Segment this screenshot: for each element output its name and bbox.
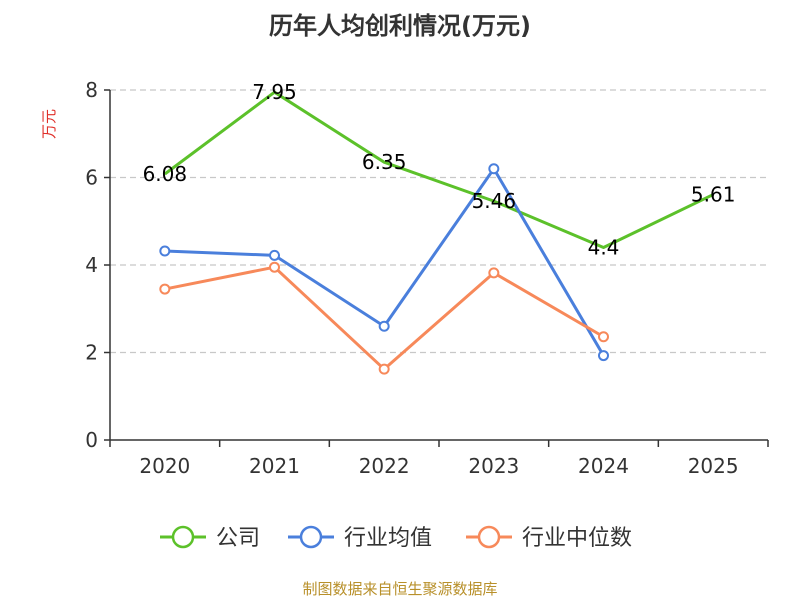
legend[interactable]: 公司 行业均值 行业中位数 [160,525,632,551]
data-point[interactable] [378,363,390,375]
grid-lines [110,89,768,354]
series-line-0 [163,90,714,249]
legend-label: 公司 [216,526,260,551]
legend-marker [477,525,501,549]
y-tick-label: 0 [85,428,98,452]
axes: 0 2 4 6 8 2020 2021 2022 2023 2024 2025 [85,78,769,478]
x-tick-label: 2025 [688,454,739,478]
data-point[interactable] [598,331,609,343]
legend-item-0[interactable]: 公司 [160,525,260,551]
y-tick-label: 4 [85,253,98,277]
y-tick-label: 6 [85,166,98,190]
data-point[interactable] [159,283,171,295]
legend-label: 行业中位数 [522,526,632,551]
x-tick-label: 2021 [249,454,300,478]
data-labels: 6.08 7.95 6.35 5.46 4.4 5.61 [143,80,736,259]
x-tick-label: 2022 [359,454,410,478]
y-axis-label: 万元 [40,109,58,139]
x-tick-label: 2020 [139,454,190,478]
data-point[interactable] [598,350,609,362]
source-note: 制图数据来自恒生聚源数据库 [302,580,497,598]
legend-marker [299,525,323,549]
chart-title: 历年人均创利情况(万元) [269,12,531,40]
x-tick-label: 2023 [468,454,519,478]
series-layer [159,90,714,375]
data-label: 5.46 [472,189,517,213]
data-label: 4.4 [588,236,620,260]
data-label: 7.95 [252,80,297,104]
data-label: 5.61 [691,183,736,207]
data-point[interactable] [269,249,280,261]
data-label: 6.35 [362,150,407,174]
y-tick-label: 8 [85,78,98,102]
data-point[interactable] [488,267,500,279]
legend-item-2[interactable]: 行业中位数 [466,525,632,551]
y-tick-label: 2 [85,341,98,365]
data-label: 6.08 [143,162,188,186]
series-line-2 [164,265,605,371]
data-point[interactable] [269,261,280,273]
data-point[interactable] [159,245,171,257]
data-point[interactable] [378,320,390,332]
legend-item-1[interactable]: 行业均值 [288,525,432,551]
data-point[interactable] [488,163,500,175]
legend-label: 行业均值 [344,526,432,551]
legend-marker [171,525,195,549]
x-tick-label: 2024 [578,454,629,478]
